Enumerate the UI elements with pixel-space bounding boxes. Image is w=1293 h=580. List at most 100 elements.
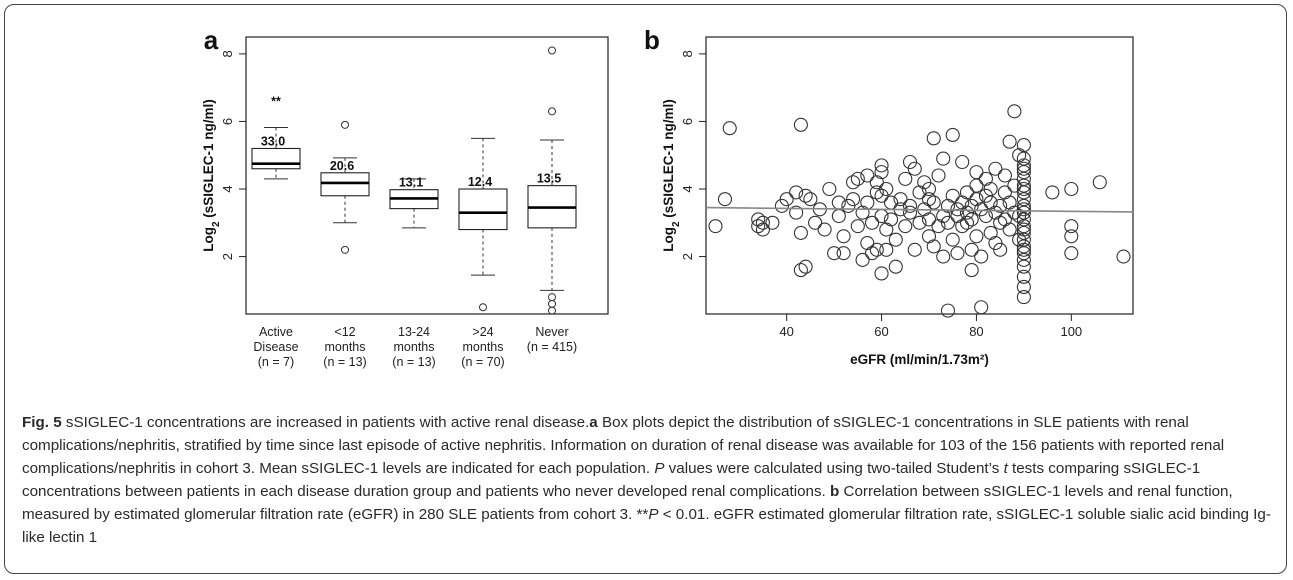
x-category-label: 13-24 bbox=[398, 325, 430, 339]
scatter-point bbox=[902, 205, 918, 220]
scatter-point bbox=[755, 215, 770, 230]
scatter-point bbox=[993, 215, 1008, 230]
scatter-point bbox=[860, 168, 875, 183]
caption-t-italic: t bbox=[1003, 460, 1008, 477]
scatter-point bbox=[983, 225, 998, 240]
scatter-point bbox=[945, 127, 960, 143]
y-tick-label: 4 bbox=[220, 185, 235, 192]
panel-a-boxplot: a 2 4 6 8 Log2 (sSIGLEC-1 ng/ml) 33.0 ** ActiveD… bbox=[201, 25, 609, 369]
caption-a-text-3: tests comparing sSIGLEC-1 concentrations… bbox=[22, 460, 1201, 500]
panel-a-y-axis-title: Log2 (sSIGLEC-1 ng/ml) bbox=[201, 99, 222, 252]
scatter-point bbox=[874, 158, 889, 173]
caption-a-text: Box plots depict the distribution of sSI… bbox=[22, 414, 1225, 477]
scatter-point bbox=[860, 236, 875, 251]
scatter-point bbox=[1016, 181, 1031, 197]
x-category-label: Never bbox=[535, 325, 568, 339]
y-tick-label: 2 bbox=[680, 253, 695, 260]
scatter-point bbox=[898, 219, 913, 234]
scatter-point bbox=[921, 212, 937, 227]
scatter-point bbox=[912, 215, 927, 230]
scatter-point bbox=[945, 188, 960, 203]
outlier-point bbox=[548, 46, 556, 55]
scatter-point bbox=[964, 263, 979, 278]
scatter-point bbox=[865, 215, 880, 230]
scatter-point bbox=[974, 300, 989, 315]
scatter-point bbox=[717, 192, 733, 207]
panel-a-plot-border bbox=[245, 36, 609, 315]
scatter-point bbox=[765, 215, 780, 230]
scatter-point bbox=[755, 222, 770, 237]
scatter-point bbox=[997, 168, 1012, 183]
scatter-point bbox=[993, 198, 1008, 213]
mean-label: 12.4 bbox=[468, 175, 492, 189]
scatter-point bbox=[1007, 104, 1022, 119]
scatter-point bbox=[959, 185, 974, 200]
scatter-point bbox=[940, 303, 956, 318]
caption-fig-label: Fig. 5 bbox=[22, 414, 62, 431]
scatter-point bbox=[1012, 148, 1027, 163]
outlier-point bbox=[548, 299, 556, 308]
scatter-point bbox=[926, 239, 941, 254]
scatter-point bbox=[1092, 175, 1107, 190]
x-category-label: months bbox=[325, 340, 366, 354]
scatter-point bbox=[950, 246, 965, 261]
scatter-point bbox=[793, 117, 808, 132]
scatter-point bbox=[936, 249, 951, 264]
scatter-point bbox=[869, 175, 884, 190]
scatter-point bbox=[969, 165, 984, 180]
scatter-point bbox=[902, 198, 918, 213]
scatter-point bbox=[936, 151, 951, 166]
scatter-point bbox=[1007, 178, 1022, 193]
scatter-point bbox=[988, 161, 1003, 176]
scatter-point bbox=[926, 195, 941, 210]
scatter-point bbox=[722, 121, 737, 136]
mean-label: 13.1 bbox=[399, 176, 423, 190]
scatter-point bbox=[789, 205, 804, 220]
box-iqr bbox=[251, 147, 301, 170]
scatter-point bbox=[997, 185, 1012, 200]
scatter-point bbox=[831, 208, 846, 224]
scatter-point bbox=[1064, 229, 1079, 244]
x-tick-label: 100 bbox=[1060, 324, 1082, 339]
scatter-point bbox=[974, 249, 989, 264]
outlier-point bbox=[341, 245, 349, 254]
caption-p2-italic: P bbox=[648, 506, 659, 523]
scatter-point bbox=[888, 232, 903, 247]
x-tick-label: 40 bbox=[779, 324, 793, 339]
scatter-point bbox=[969, 229, 984, 244]
scatter-point bbox=[1016, 269, 1031, 284]
caption-b-label: b bbox=[830, 483, 840, 500]
x-tick-label: 60 bbox=[874, 324, 888, 339]
scatter-point bbox=[964, 242, 979, 257]
scatter-point bbox=[855, 205, 870, 220]
scatter-point bbox=[1064, 246, 1079, 261]
y-tick-label: 2 bbox=[220, 253, 235, 260]
scatter-point bbox=[793, 263, 808, 278]
caption-a-text-2: values were calculated using two-tailed … bbox=[664, 460, 1004, 477]
y-tick-label: 6 bbox=[680, 118, 695, 125]
panel-b-scatter: b 2 4 6 8 40 60 80 100 Log2 (sSIGLEC-1 ng/ml) eGFR… bbox=[644, 25, 1134, 367]
caption-b-text: Correlation between sSIGLEC-1 levels and… bbox=[22, 483, 1233, 523]
scatter-point bbox=[921, 229, 937, 244]
y-tick-label: 8 bbox=[220, 50, 235, 57]
x-category-label: months bbox=[463, 340, 504, 354]
scatter-point bbox=[898, 171, 913, 186]
scatter-point bbox=[850, 219, 865, 234]
outlier-point bbox=[341, 120, 349, 129]
scatter-point bbox=[921, 192, 937, 207]
scatter-point bbox=[997, 212, 1012, 227]
y-tick-label: 8 bbox=[680, 50, 695, 57]
scatter-point bbox=[1002, 134, 1017, 149]
x-category-label: <12 bbox=[334, 325, 355, 339]
caption-a-label: a bbox=[589, 414, 598, 431]
y-tick-label: 4 bbox=[680, 185, 695, 192]
outlier-point bbox=[479, 303, 487, 312]
regression-line bbox=[705, 206, 1134, 213]
scatter-point bbox=[983, 181, 998, 197]
outlier-point bbox=[548, 107, 556, 116]
scatter-point bbox=[850, 171, 865, 186]
caption-p-italic: P bbox=[654, 460, 665, 477]
